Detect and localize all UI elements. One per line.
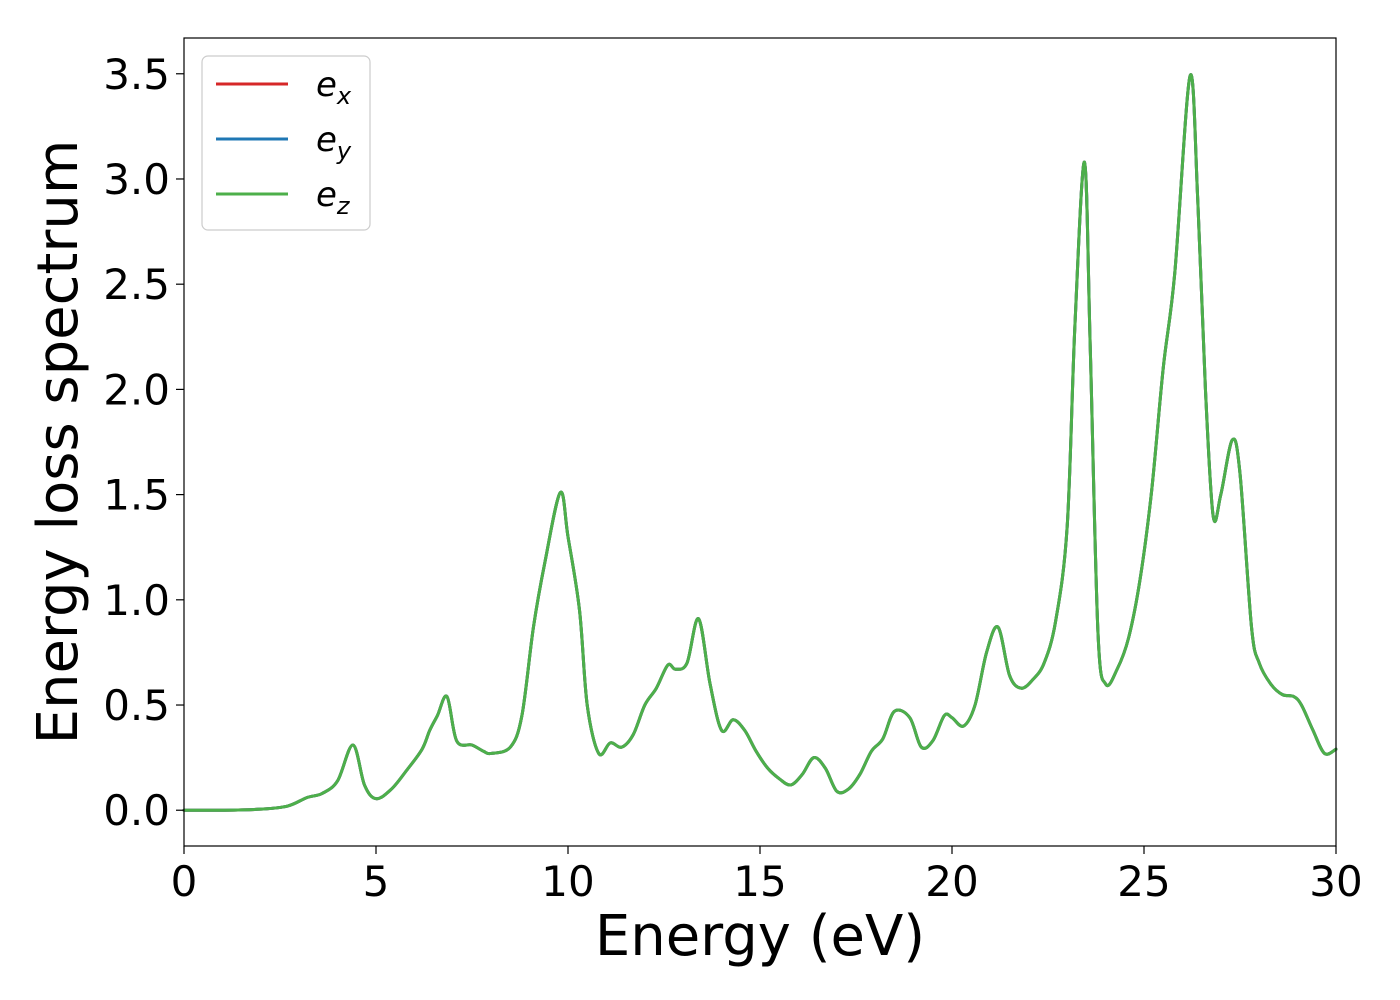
y-tick-label: 3.0 (103, 155, 170, 204)
legend-label-e-z: ez (316, 175, 351, 220)
y-tick-label: 0.0 (103, 786, 170, 835)
series-line-e-z (182, 73, 1338, 812)
y-tick-label: 1.0 (103, 576, 170, 625)
legend-label-e-y: ey (316, 120, 352, 165)
y-tick-label: 0.5 (103, 681, 170, 730)
legend-box (201, 55, 371, 231)
x-tick-label: 30 (1309, 857, 1362, 906)
x-axis: 0 5 10 15 20 25 30 (171, 846, 1363, 906)
x-tick-label: 10 (541, 857, 594, 906)
y-tick-label: 3.5 (103, 50, 170, 99)
x-tick-label: 15 (733, 857, 786, 906)
y-tick-label: 2.5 (103, 260, 170, 309)
x-tick-label: 20 (925, 857, 978, 906)
legend: ex ey ez (201, 55, 371, 231)
x-tick-label: 5 (363, 857, 390, 906)
y-tick-label: 2.0 (103, 365, 170, 414)
y-tick-label: 1.5 (103, 471, 170, 520)
series-layer (182, 73, 1338, 812)
x-tick-label: 25 (1117, 857, 1170, 906)
x-axis-title: Energy (eV) (595, 904, 925, 969)
y-axis-title: Energy loss spectrum (26, 140, 91, 745)
legend-label-e-x: ex (316, 65, 352, 110)
x-tick-label: 0 (171, 857, 198, 906)
y-axis: 0.0 0.5 1.0 1.5 2.0 2.5 3.0 3.5 (103, 50, 184, 835)
